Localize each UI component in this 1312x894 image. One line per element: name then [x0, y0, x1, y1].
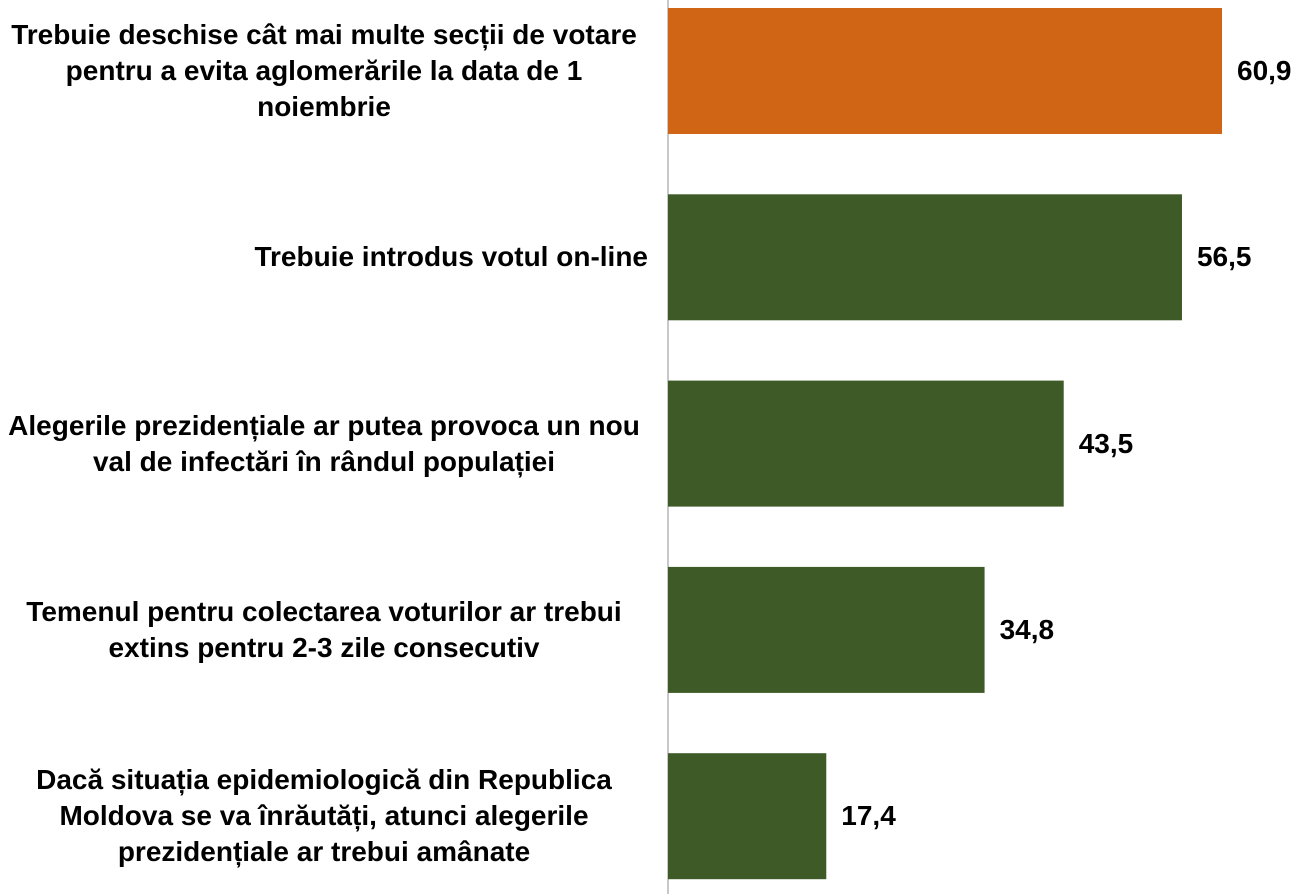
category-label: Trebuie introdus votul on-line — [254, 241, 648, 273]
category-label-box: Trebuie deschise cât mai multe secții de… — [0, 17, 648, 125]
category-label-box: Alegerile prezidențiale ar putea provoca… — [0, 408, 648, 480]
category-label-box: Trebuie introdus votul on-line — [0, 239, 648, 275]
value-label: 34,8 — [999, 613, 1055, 645]
category-label-box: Temenul pentru colectarea voturilor ar t… — [0, 594, 648, 666]
bar — [668, 380, 1064, 507]
bar — [668, 194, 1182, 321]
category-label: Trebuie deschise cât mai multe secții de… — [11, 19, 637, 122]
value-label: 60,9 — [1237, 55, 1292, 86]
category-label: Temenul pentru colectarea voturilor ar t… — [26, 595, 622, 663]
category-label: Dacă situația epidemiologică din Republi… — [36, 764, 612, 868]
value-label: 43,5 — [1078, 427, 1134, 459]
value-label: 56,5 — [1196, 241, 1252, 273]
bar — [668, 8, 1222, 134]
value-label: 17,4 — [841, 800, 896, 832]
category-label: Alegerile prezidențiale ar putea provoca… — [8, 409, 640, 477]
bar — [668, 753, 827, 880]
category-label-box: Dacă situația epidemiologică din Republi… — [0, 762, 648, 870]
bar — [668, 566, 985, 693]
